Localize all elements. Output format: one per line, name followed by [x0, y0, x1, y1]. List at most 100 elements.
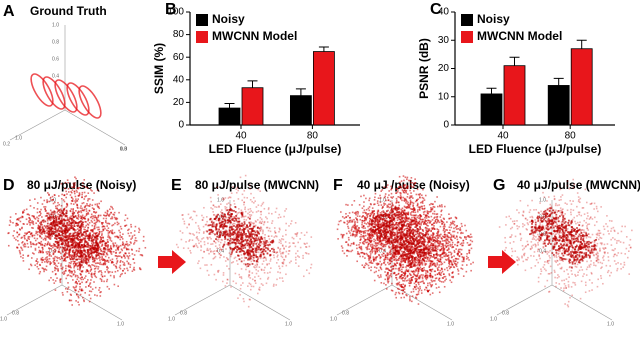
stripe-voxel	[243, 230, 245, 232]
voxel	[233, 200, 235, 202]
voxel	[209, 248, 211, 250]
voxel	[290, 260, 292, 262]
voxel	[21, 248, 23, 250]
voxel	[455, 248, 457, 250]
voxel	[231, 192, 233, 194]
stripe-voxel	[104, 243, 106, 245]
voxel	[401, 275, 403, 277]
voxel	[84, 209, 86, 211]
voxel	[221, 209, 223, 211]
voxel	[26, 233, 28, 235]
voxel	[26, 218, 28, 220]
y-tick-label: 60	[173, 52, 185, 63]
voxel	[10, 216, 12, 218]
voxel	[33, 216, 35, 218]
voxel	[215, 245, 217, 247]
stripe-voxel	[72, 241, 74, 243]
axis-3d-label: 1.0	[0, 316, 7, 322]
legend-label: MWCNN Model	[212, 29, 297, 43]
voxel	[74, 200, 76, 202]
axis-3d-label: 0.8	[52, 39, 59, 45]
voxel	[302, 255, 304, 257]
voxel	[192, 239, 194, 241]
voxel	[85, 221, 87, 223]
error-bar	[225, 104, 235, 109]
voxel	[133, 267, 135, 269]
voxel	[298, 256, 300, 258]
voxel	[15, 213, 17, 215]
voxel	[97, 219, 99, 221]
stripe-voxel	[75, 243, 77, 245]
stripe-voxel	[81, 221, 83, 223]
voxel	[245, 175, 247, 177]
voxel	[117, 270, 119, 272]
stripe-voxel	[214, 218, 216, 220]
voxel	[444, 280, 446, 282]
voxel	[77, 228, 79, 230]
voxel	[85, 225, 87, 227]
voxel	[396, 256, 398, 258]
stripe-voxel	[253, 260, 255, 262]
voxel	[352, 212, 354, 214]
voxel	[429, 294, 431, 296]
voxel	[211, 264, 213, 266]
voxel	[63, 195, 65, 197]
voxel	[414, 178, 416, 180]
voxel	[42, 247, 44, 249]
voxel	[80, 210, 82, 212]
voxel	[75, 198, 77, 200]
bar	[504, 66, 525, 125]
voxel	[219, 253, 221, 255]
voxel	[85, 205, 87, 207]
voxel	[359, 204, 361, 206]
voxel	[56, 231, 58, 233]
voxel	[95, 287, 97, 289]
stripe-voxel	[237, 255, 239, 257]
voxel	[117, 236, 119, 238]
stripe-voxel	[40, 222, 42, 224]
voxel	[260, 217, 262, 219]
voxel	[213, 214, 215, 216]
voxel	[200, 246, 202, 248]
voxel	[400, 297, 402, 299]
voxel	[91, 204, 93, 206]
voxel	[134, 254, 136, 256]
voxel	[35, 231, 37, 233]
stripe-voxel	[247, 254, 249, 256]
voxel	[365, 235, 367, 237]
voxel	[113, 246, 115, 248]
voxel	[61, 218, 63, 220]
voxel	[459, 227, 461, 229]
voxel	[37, 261, 39, 263]
voxel	[446, 267, 448, 269]
voxel	[101, 274, 103, 276]
voxel	[86, 210, 88, 212]
voxel	[92, 288, 94, 290]
stripe-voxel	[246, 224, 248, 226]
stripe-voxel	[231, 226, 233, 228]
voxel	[22, 249, 24, 251]
axis-3d-label: 0.4	[52, 73, 59, 79]
voxel	[362, 231, 364, 233]
bar	[313, 52, 334, 125]
stripe-voxel	[89, 232, 91, 234]
voxel	[387, 262, 389, 264]
voxel	[97, 229, 99, 231]
voxel	[437, 269, 439, 271]
voxel	[378, 243, 380, 245]
voxel	[61, 198, 63, 200]
stripe-voxel	[257, 238, 259, 240]
voxel	[260, 230, 262, 232]
voxel	[36, 258, 38, 260]
voxel	[73, 186, 75, 188]
stripe-voxel	[249, 241, 251, 243]
stripe-voxel	[260, 254, 262, 256]
voxel	[79, 269, 81, 271]
voxel	[375, 271, 377, 273]
voxel	[351, 243, 353, 245]
voxel	[194, 245, 196, 247]
voxel	[44, 261, 46, 263]
stripe-voxel	[90, 251, 92, 253]
stripe-voxel	[73, 225, 75, 227]
stripe-voxel	[57, 229, 59, 231]
